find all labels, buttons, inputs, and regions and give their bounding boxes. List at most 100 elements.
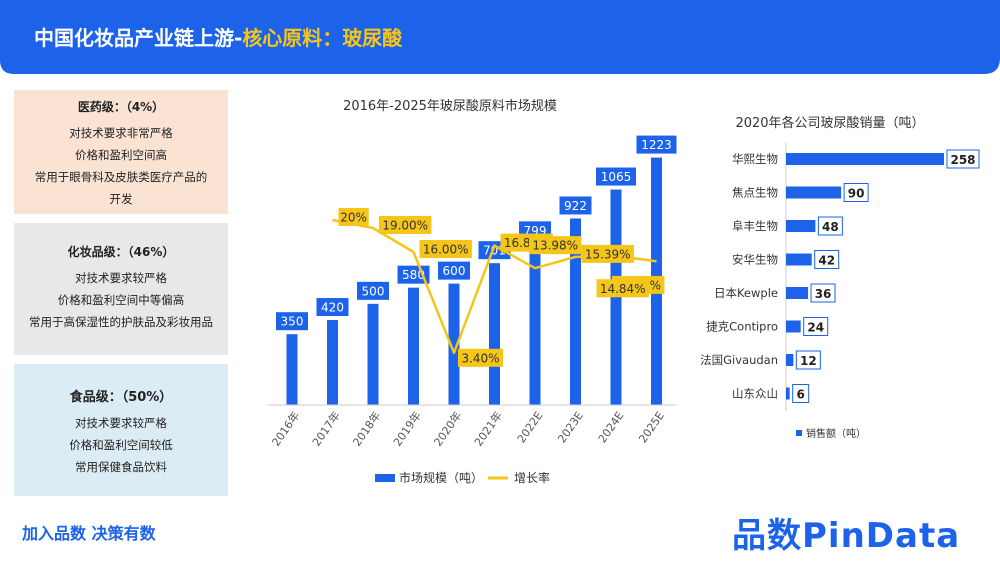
- growth-label-box: [458, 348, 503, 367]
- bar-value-label: 350: [281, 315, 304, 329]
- category-tick-label: 2025E: [636, 409, 667, 445]
- grade-line: 价格和盈利空间高: [75, 148, 167, 162]
- value-label-box: [817, 216, 843, 236]
- bar-value-label: 600: [443, 264, 466, 278]
- category-label: 阜丰生物: [732, 219, 778, 233]
- growth-value-label: 15.39%: [585, 247, 631, 261]
- category-tick-label: 2024E: [596, 409, 627, 445]
- title-highlight: 核心原料：玻尿酸: [242, 26, 403, 50]
- category-label: 安华生物: [732, 253, 778, 267]
- bar: [786, 253, 812, 266]
- bar-label-box: [438, 261, 470, 280]
- category-tick-label: 2021年: [471, 409, 505, 449]
- growth-label-box: [581, 244, 634, 263]
- bar: [786, 354, 794, 366]
- growth-value-label: 13.98%: [532, 239, 578, 253]
- category-label: 华熙生物: [732, 152, 778, 166]
- bar-value-label: 500: [362, 284, 385, 298]
- bar: [786, 387, 790, 400]
- bar: [529, 243, 541, 405]
- bar: [570, 218, 581, 405]
- grade-line: 价格和盈利空间较低: [69, 438, 173, 452]
- legend-label: 增长率: [514, 470, 550, 485]
- title-prefix: 中国化妆品产业链上游-: [34, 26, 243, 50]
- bar-value-label: 42: [818, 254, 835, 268]
- grade-panel-food: 食品级：（50%） 对技术要求较严格 价格和盈利空间较低 常用保健食品饮料: [14, 364, 228, 496]
- growth-label-box: [419, 240, 472, 258]
- growth-label-box: [338, 208, 369, 226]
- page-title: 中国化妆品产业链上游-核心原料：玻尿酸: [34, 22, 402, 51]
- bar-label-box: [596, 167, 636, 186]
- value-label-box: [803, 317, 829, 336]
- bar: [327, 320, 338, 405]
- growth-value-label: 3.40%: [461, 351, 499, 365]
- category-tick-label: 2019年: [390, 409, 424, 449]
- category-tick-label: 2017年: [309, 409, 343, 449]
- chart-title: 2020年各公司玻尿酸销量（吨）: [735, 115, 924, 131]
- bar: [367, 303, 379, 405]
- chart-title: 2016年-2025年玻尿酸原料市场规模: [343, 98, 557, 114]
- bar-value-label: 580: [402, 268, 425, 282]
- bar: [786, 287, 809, 299]
- value-label-box: [792, 384, 810, 403]
- growth-label-box: [379, 216, 432, 234]
- legend-swatch-bars: [375, 474, 395, 482]
- bar-value-label: 36: [815, 287, 832, 301]
- value-label-box: [795, 350, 821, 370]
- bar: [786, 186, 842, 199]
- bar: [286, 334, 298, 405]
- bar: [448, 283, 460, 405]
- grade-line: 价格和盈利空间中等偏高: [57, 293, 185, 307]
- grade-line: 对技术要求较严格: [75, 416, 167, 430]
- grade-line: 常用于眼骨科及皮肤类医疗产品的: [34, 170, 208, 184]
- slogan: 加入品数 决策有数: [22, 524, 156, 543]
- bar: [408, 287, 419, 405]
- bar-value-label: 12: [800, 354, 817, 368]
- bar-label-box: [316, 298, 349, 317]
- bar-value-label: 420: [321, 301, 344, 315]
- bar-value-label: 701: [483, 244, 506, 258]
- legend-swatch: [796, 430, 802, 436]
- growth-label-box: [529, 236, 582, 255]
- bar-value-label: 48: [822, 220, 839, 234]
- growth-value-label: 19.00%: [382, 219, 428, 233]
- category-label: 日本Kewple: [714, 286, 778, 300]
- grade-title: 医药级：（4%）: [77, 100, 165, 114]
- bar-value-label: 24: [807, 321, 824, 335]
- growth-value-label: 20%: [340, 211, 367, 225]
- grade-line: 常用于高保湿性的护肤品及彩妆用品: [29, 315, 213, 329]
- grade-title: 化妆品级：（46%）: [67, 245, 175, 259]
- bar-label-box: [276, 312, 308, 331]
- value-label-box: [810, 283, 836, 303]
- grade-line: 开发: [109, 192, 133, 206]
- grade-line: 对技术要求非常严格: [69, 126, 173, 140]
- category-tick-label: 2020年: [431, 409, 465, 449]
- bar-value-label: 922: [564, 199, 587, 213]
- company-sales-chart: 2020年各公司玻尿酸销量（吨） 华熙生物 258 焦点生物 90 阜丰生物 48 安华生物…: [700, 115, 980, 440]
- category-tick-label: 2022E: [515, 409, 546, 445]
- header-banner: 中国化妆品产业链上游-核心原料：玻尿酸: [0, 0, 1000, 78]
- bar: [786, 220, 816, 232]
- value-label-box: [843, 183, 869, 202]
- growth-value-label: 16.00%: [423, 243, 469, 257]
- bar-label-box: [357, 281, 389, 300]
- category-label: 焦点生物: [732, 186, 778, 200]
- grade-line: 常用保健食品饮料: [75, 460, 167, 474]
- value-label-box: [814, 250, 840, 269]
- grade-title: 食品级：（50%）: [69, 390, 173, 405]
- value-label-box: [946, 149, 980, 169]
- pindata-logo: 品数PinData: [732, 516, 961, 556]
- bar: [786, 153, 944, 165]
- header-background: [0, 0, 1000, 74]
- legend-label: 销售额（吨）: [806, 427, 866, 440]
- bar-value-label: 258: [950, 153, 975, 167]
- bar-label-box: [559, 196, 592, 215]
- grade-panel-cosmetic: 化妆品级：（46%） 对技术要求较严格 价格和盈利空间中等偏高 常用于高保湿性的…: [14, 223, 228, 355]
- grade-line: 对技术要求较严格: [75, 271, 167, 285]
- category-label: 山东众山: [732, 387, 778, 401]
- category-label: 法国Givaudan: [700, 353, 778, 367]
- growth-value-label: 14.84%: [600, 282, 646, 296]
- bar-value-label: 6: [796, 388, 804, 402]
- grade-panel-medical: 医药级：（4%） 对技术要求非常严格 价格和盈利空间高 常用于眼骨科及皮肤类医疗…: [14, 90, 228, 214]
